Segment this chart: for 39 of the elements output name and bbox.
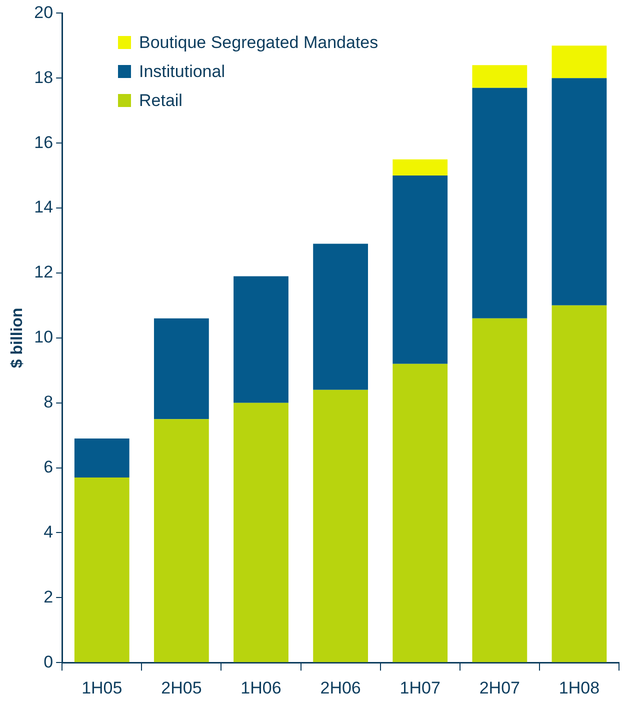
bar	[552, 305, 607, 662]
y-tick-label: 14	[34, 198, 54, 217]
y-tick-label: 10	[34, 328, 54, 347]
bar	[472, 318, 528, 662]
bar	[552, 46, 607, 78]
y-axis-title: $ billion	[9, 308, 26, 368]
bar	[472, 65, 528, 88]
bar	[392, 364, 448, 662]
y-tick-label: 16	[34, 132, 54, 152]
bar	[392, 176, 448, 364]
y-tick-label: 0	[44, 652, 54, 672]
bar	[74, 478, 130, 662]
bar	[154, 318, 209, 420]
bar	[313, 390, 368, 662]
y-tick-label: 2	[44, 587, 54, 606]
legend-label: Boutique Segregated Mandates	[139, 32, 378, 52]
x-tick-label: 2H06	[320, 678, 361, 698]
y-tick-label: 18	[34, 68, 54, 87]
x-tick-label: 1H06	[240, 678, 282, 698]
bar	[234, 402, 288, 662]
bar	[552, 78, 607, 306]
y-tick-label: 4	[44, 522, 54, 542]
y-tick-label: 12	[34, 262, 54, 282]
bar	[392, 159, 448, 176]
bar	[234, 276, 288, 403]
x-tick-label: 1H05	[82, 678, 122, 698]
legend-label: Retail	[139, 90, 182, 110]
x-tick-label: 1H07	[400, 678, 440, 698]
x-tick-label: 1H08	[558, 678, 600, 698]
legend-label: Institutional	[139, 62, 225, 82]
y-tick-label: 20	[34, 2, 54, 22]
bar	[74, 438, 130, 478]
x-tick-label: 2H05	[161, 678, 202, 698]
x-tick-label: 2H07	[479, 678, 520, 698]
bar	[154, 419, 209, 662]
bar	[472, 88, 528, 318]
y-tick-label: 8	[44, 392, 54, 412]
y-tick-label: 6	[44, 457, 54, 476]
bar	[313, 244, 368, 390]
